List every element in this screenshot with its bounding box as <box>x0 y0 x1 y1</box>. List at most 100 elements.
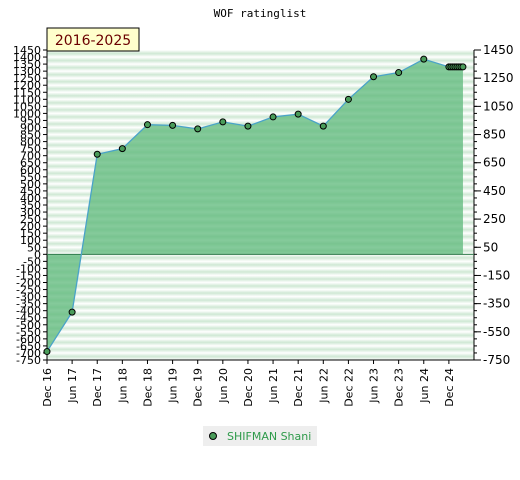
data-point <box>43 348 51 356</box>
y-tick-left-label: 1400 <box>13 51 41 64</box>
y-tick-right-label: 450 <box>483 184 506 198</box>
y-tick-left-label: 450 <box>20 185 41 198</box>
y-tick-left-label: -200 <box>16 277 41 290</box>
y-tick-left-label: -700 <box>16 347 41 360</box>
background-band <box>47 282 474 290</box>
year-badge-box <box>46 27 140 52</box>
background-band <box>47 85 474 93</box>
y-tick-left-label: 750 <box>20 143 41 156</box>
data-point <box>395 69 403 77</box>
x-tick-label: Dec 23 <box>393 368 406 407</box>
y-tick-left-label: 400 <box>20 192 41 205</box>
data-point <box>294 110 302 118</box>
x-tick-label: Dec 20 <box>242 368 255 407</box>
legend-marker <box>209 432 217 440</box>
y-tick-left-label: 150 <box>20 227 41 240</box>
y-tick-left-label: -50 <box>23 255 41 268</box>
y-tick-left-label: 950 <box>20 114 41 127</box>
y-tick-left-label: -450 <box>16 312 41 325</box>
data-point <box>68 308 76 316</box>
chart-title: WOF ratinglist <box>214 7 307 20</box>
y-tick-left-label: 550 <box>20 171 41 184</box>
background-band <box>47 99 474 107</box>
x-tick-label: Jun 22 <box>317 368 330 404</box>
background-band <box>47 331 474 339</box>
background-band <box>47 317 474 325</box>
background-band <box>47 261 474 269</box>
data-point <box>143 121 151 129</box>
y-tick-left-label: -300 <box>16 291 41 304</box>
y-tick-left-label: 1000 <box>13 107 41 120</box>
y-tick-right-label: -550 <box>483 325 510 339</box>
data-point <box>319 122 327 130</box>
background-band <box>47 92 474 100</box>
y-tick-left-label: 800 <box>20 136 41 149</box>
background-band <box>47 254 474 262</box>
y-tick-left-label: 850 <box>20 129 41 142</box>
y-tick-left-label: 300 <box>20 206 41 219</box>
y-tick-left-label: 1100 <box>13 93 41 106</box>
data-point <box>370 73 378 81</box>
background-band <box>47 113 474 121</box>
y-tick-left-label: 0 <box>34 248 41 261</box>
background-band <box>47 338 474 346</box>
series-area <box>47 59 463 352</box>
y-tick-right-label: 1050 <box>483 99 514 113</box>
y-tick-right-label: 850 <box>483 128 506 142</box>
data-point <box>420 55 428 63</box>
x-tick-label: Dec 21 <box>292 368 305 407</box>
x-tick-label: Jun 19 <box>167 368 180 404</box>
y-tick-left-label: 900 <box>20 122 41 135</box>
y-tick-left-label: 500 <box>20 178 41 191</box>
y-tick-left-label: 1200 <box>13 79 41 92</box>
x-tick-label: Jun 20 <box>217 368 230 404</box>
y-tick-right-label: -350 <box>483 297 510 311</box>
y-tick-left-label: -100 <box>16 262 41 275</box>
y-tick-left-label: 650 <box>20 157 41 170</box>
series-points <box>43 55 467 356</box>
x-tick-label: Dec 16 <box>41 368 54 407</box>
y-tick-right-label: 650 <box>483 156 506 170</box>
y-tick-left-label: 1300 <box>13 65 41 78</box>
x-tick-label: Jun 24 <box>418 368 431 404</box>
y-tick-left-label: -400 <box>16 305 41 318</box>
y-tick-left-label: 50 <box>27 241 41 254</box>
y-tick-left-label: 100 <box>20 234 41 247</box>
y-tick-left-label: 350 <box>20 199 41 212</box>
legend-box <box>203 426 317 446</box>
y-tick-right-label: -750 <box>483 353 510 367</box>
y-tick-left-label: 1350 <box>13 58 41 71</box>
y-axis-right-ticks: 1450 1250 1050 850 650 450 250 50 -150 -350 -550 -7… <box>474 43 514 367</box>
background-band <box>47 296 474 304</box>
y-tick-right-label: -150 <box>483 268 510 282</box>
year-badge: 2016-2025 <box>46 27 140 52</box>
legend-label: SHIFMAN Shani <box>227 430 311 443</box>
background-band <box>47 71 474 79</box>
y-tick-left-label: -500 <box>16 319 41 332</box>
year-badge-text: 2016-2025 <box>55 33 131 49</box>
background-band <box>47 57 474 65</box>
y-tick-left-label: -650 <box>16 340 41 353</box>
x-tick-label: Jun 18 <box>116 368 129 404</box>
background-band <box>47 64 474 72</box>
x-axis-ticks: Dec 16 Jun 17 Dec 17 Jun 18 Dec 18 Jun 19 Dec … <box>41 360 456 407</box>
y-tick-right-label: 50 <box>483 240 498 254</box>
y-tick-left-label: 1250 <box>13 72 41 85</box>
background-band <box>47 310 474 318</box>
background-band <box>47 289 474 297</box>
x-tick-label: Jun 23 <box>368 368 381 404</box>
data-point <box>194 125 202 133</box>
y-tick-left-label: 700 <box>20 150 41 163</box>
background-band <box>47 50 474 58</box>
y-axis-left-ticks: 1450140013501300125012001150110010501000… <box>13 44 47 367</box>
y-tick-left-label: 250 <box>20 213 41 226</box>
legend: SHIFMAN Shani <box>203 426 317 446</box>
y-tick-left-label: 1150 <box>13 86 41 99</box>
data-point <box>344 95 352 103</box>
data-point <box>269 113 277 121</box>
data-point <box>93 150 101 158</box>
background-band <box>47 268 474 276</box>
y-tick-left-label: -550 <box>16 326 41 339</box>
